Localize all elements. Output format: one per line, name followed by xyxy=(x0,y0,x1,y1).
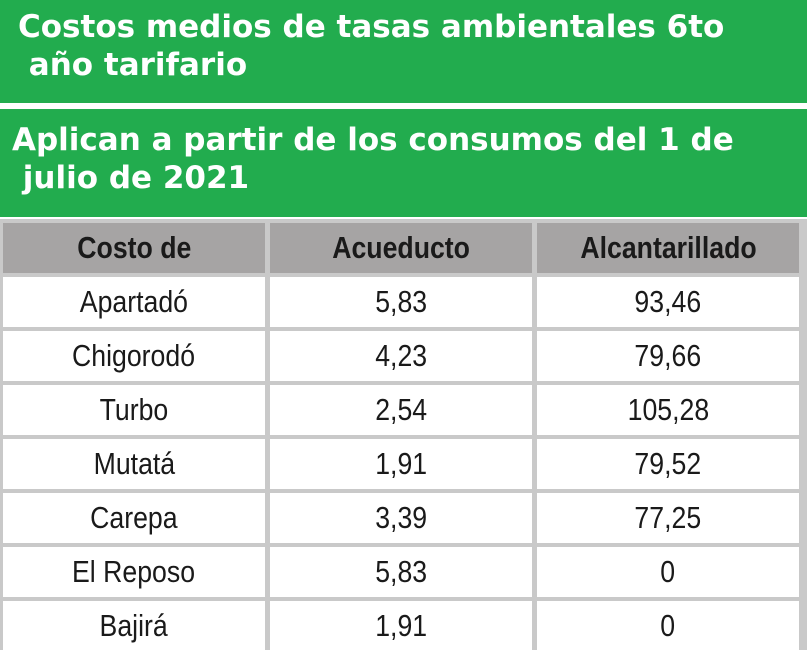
cell-acueducto: 2,54 xyxy=(270,385,532,435)
cell-acueducto: 5,83 xyxy=(270,547,532,597)
subtitle-banner: Aplican a partir de los consumos del 1 d… xyxy=(0,109,807,217)
cell-acueducto: 1,91 xyxy=(270,601,532,650)
cell-acueducto: 4,23 xyxy=(270,331,532,381)
table-row: Bajirá 1,91 0 xyxy=(0,601,807,650)
table-row: Mutatá 1,91 79,52 xyxy=(0,439,807,489)
cell-alcantarillado: 0 xyxy=(537,547,799,597)
cell-municipio: Apartadó xyxy=(3,277,265,327)
table-row: Carepa 3,39 77,25 xyxy=(0,493,807,543)
cell-alcantarillado: 105,28 xyxy=(537,385,799,435)
table-row: Apartadó 5,83 93,46 xyxy=(0,277,807,327)
cell-municipio: Turbo xyxy=(3,385,265,435)
cell-acueducto: 5,83 xyxy=(270,277,532,327)
cell-acueducto: 1,91 xyxy=(270,439,532,489)
header-alcantarillado: Alcantarillado xyxy=(537,223,799,273)
banner-separator xyxy=(0,103,807,109)
cell-alcantarillado: 77,25 xyxy=(537,493,799,543)
cell-municipio: Carepa xyxy=(3,493,265,543)
cell-municipio: Mutatá xyxy=(3,439,265,489)
header-acueducto: Acueducto xyxy=(270,223,532,273)
cell-alcantarillado: 93,46 xyxy=(537,277,799,327)
table-row: El Reposo 5,83 0 xyxy=(0,547,807,597)
cell-municipio: El Reposo xyxy=(3,547,265,597)
cell-alcantarillado: 79,52 xyxy=(537,439,799,489)
header-costo-de: Costo de xyxy=(3,223,265,273)
cell-alcantarillado: 0 xyxy=(537,601,799,650)
cell-municipio: Chigorodó xyxy=(3,331,265,381)
table-row: Chigorodó 4,23 79,66 xyxy=(0,331,807,381)
tariff-table: Costo de Acueducto Alcantarillado Aparta… xyxy=(0,219,807,650)
title-banner: Costos medios de tasas ambientales 6to a… xyxy=(0,0,807,103)
cell-alcantarillado: 79,66 xyxy=(537,331,799,381)
table-header-row: Costo de Acueducto Alcantarillado xyxy=(0,223,807,273)
table-row: Turbo 2,54 105,28 xyxy=(0,385,807,435)
cell-municipio: Bajirá xyxy=(3,601,265,650)
cell-acueducto: 3,39 xyxy=(270,493,532,543)
